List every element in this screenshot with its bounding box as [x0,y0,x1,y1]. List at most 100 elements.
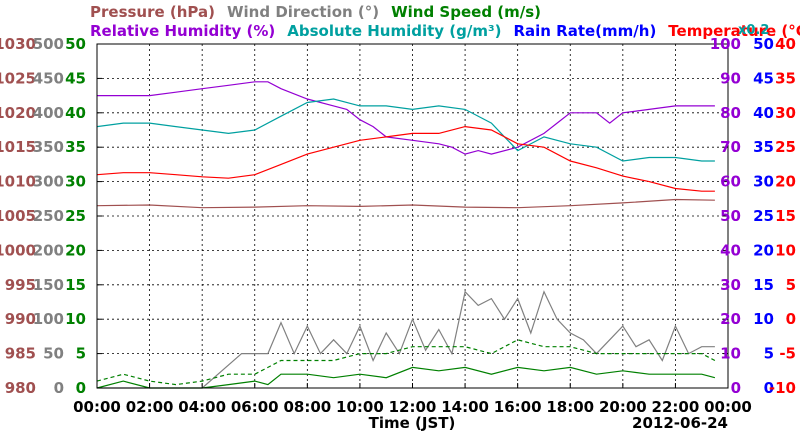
x-tick-label: 06:00 [231,398,279,416]
y-tick-label-wind_speed: 5 [76,345,86,363]
x-tick-label: 00:00 [73,398,121,416]
y-tick-label-wind_direction: 250 [33,207,64,225]
y-tick-label-temperature: 0 [786,310,796,328]
y-tick-label-wind_speed: 50 [65,35,86,53]
y-tick-label-rain_rate: 0 [764,379,774,397]
x-tick-label: 18:00 [546,398,594,416]
legend-relative_humidity: Relative Humidity (%) [90,22,275,40]
y-tick-label-rain_rate: 50 [753,35,774,53]
y-tick-label-rain_rate: 15 [753,276,774,294]
y-tick-label-rain_rate: 10 [753,310,774,328]
y-tick-label-temperature: 10 [775,241,796,259]
y-tick-label-wind_speed: 25 [65,207,86,225]
series-wind_direction [97,290,715,389]
legend-wind_direction: Wind Direction (°) [227,3,379,21]
series-absolute_humidity [96,98,715,162]
y-tick-label-wind_direction: 0 [54,379,64,397]
y-tick-label-humidity: 10 [720,345,741,363]
y-tick-label-wind_direction: 100 [33,310,64,328]
legend-absolute_humidity: Absolute Humidity (g/m³) [287,22,501,40]
plot-frame [96,43,729,389]
y-tick-label-wind_direction: 400 [33,104,64,122]
y-tick-label-wind_direction: 150 [33,276,64,294]
y-tick-label-wind_speed: 15 [65,276,86,294]
y-tick-label-wind_direction: 500 [33,35,64,53]
y-tick-label-wind_speed: 20 [65,241,86,259]
legend: Pressure (hPa) Wind Direction (°) Wind Spe… [90,3,800,40]
y-tick-label-wind_direction: 350 [33,138,64,156]
series-wind_speed [96,366,716,389]
y-tick-label-pressure: 1030 [0,35,36,53]
x-tick-label: 14:00 [441,398,489,416]
y-tick-label-pressure: 1010 [0,173,36,191]
y-tick-label-wind_direction: 300 [33,173,64,191]
series-temperature [96,125,715,192]
y-tick-label-rain_rate: 45 [753,69,774,87]
y-tick-label-wind_direction: 200 [33,241,64,259]
date-label: 2012-06-24 [632,414,728,432]
y-tick-label-rain_rate: 35 [753,138,774,156]
y-tick-label-humidity: 0 [731,379,741,397]
y-tick-label-wind_speed: 10 [65,310,86,328]
x-axis-label: Time (JST) [369,414,456,432]
y-tick-label-temperature: 25 [775,138,796,156]
y-tick-label-temperature: 40 [775,35,796,53]
y-tick-label-humidity: 80 [720,104,741,122]
y-tick-label-rain_rate: 20 [753,241,774,259]
y-tick-label-pressure: 1005 [0,207,36,225]
y-tick-label-humidity: 70 [720,138,741,156]
x-tick-label: 16:00 [494,398,542,416]
y-tick-label-humidity: 60 [720,173,741,191]
series-pressure [96,198,715,209]
y-tick-label-rain_rate: 25 [753,207,774,225]
x-tick-label: 20:00 [599,398,647,416]
x-tick-label: 02:00 [126,398,174,416]
y-tick-label-wind_speed: 35 [65,138,86,156]
grid [97,44,728,388]
x-tick-label: 22:00 [652,398,700,416]
y-tick-label-humidity: 40 [720,241,741,259]
legend-temperature: Temperature (°C) [668,22,800,40]
y-tick-label-temperature: 30 [775,104,796,122]
y-tick-label-pressure: 985 [5,345,36,363]
x-tick-label: 04:00 [178,398,226,416]
y-tick-label-humidity: 20 [720,310,741,328]
legend-rain_rate: Rain Rate(mm/h) [513,22,656,40]
x-tick-label: 08:00 [283,398,331,416]
legend-wind_speed: Wind Speed (m/s) [391,3,541,21]
y-tick-label-temperature: 5 [786,276,796,294]
y-tick-label-wind_direction: 50 [43,345,64,363]
y-tick-label-humidity: 90 [720,69,741,87]
y-tick-label-humidity: 50 [720,207,741,225]
y-tick-label-rain_rate: 5 [764,345,774,363]
y-tick-label-pressure: 995 [5,276,36,294]
y-tick-label-rain_rate: 30 [753,173,774,191]
y-tick-label-wind_speed: 0 [76,379,86,397]
y-tick-label-pressure: 990 [5,310,36,328]
y-tick-label-pressure: 1025 [0,69,36,87]
series-lines [96,81,716,389]
y-tick-label-wind_direction: 450 [33,69,64,87]
series-wind_speed-gust [96,339,716,386]
legend-scale-note: x0.2 [738,23,769,38]
y-tick-label-pressure: 980 [5,379,36,397]
y-tick-label-temperature: 20 [775,173,796,191]
y-tick-label-rain_rate: 40 [753,104,774,122]
x-tick-label: 12:00 [389,398,437,416]
legend-pressure: Pressure (hPa) [90,3,215,21]
y-tick-label-humidity: 30 [720,276,741,294]
y-tick-label-temperature: -10 [769,379,796,397]
y-tick-label-wind_speed: 45 [65,69,86,87]
tick-labels: 00:00 02:00 04:00 06:00 08:00 10:00 12:00 14:00… [0,35,796,416]
y-tick-label-humidity: 100 [710,35,741,53]
y-tick-label-temperature: 15 [775,207,796,225]
x-tick-label: 10:00 [336,398,384,416]
x-tick-label: 00:00 [704,398,752,416]
y-tick-label-wind_speed: 30 [65,173,86,191]
y-tick-label-wind_speed: 40 [65,104,86,122]
y-tick-label-temperature: 35 [775,69,796,87]
